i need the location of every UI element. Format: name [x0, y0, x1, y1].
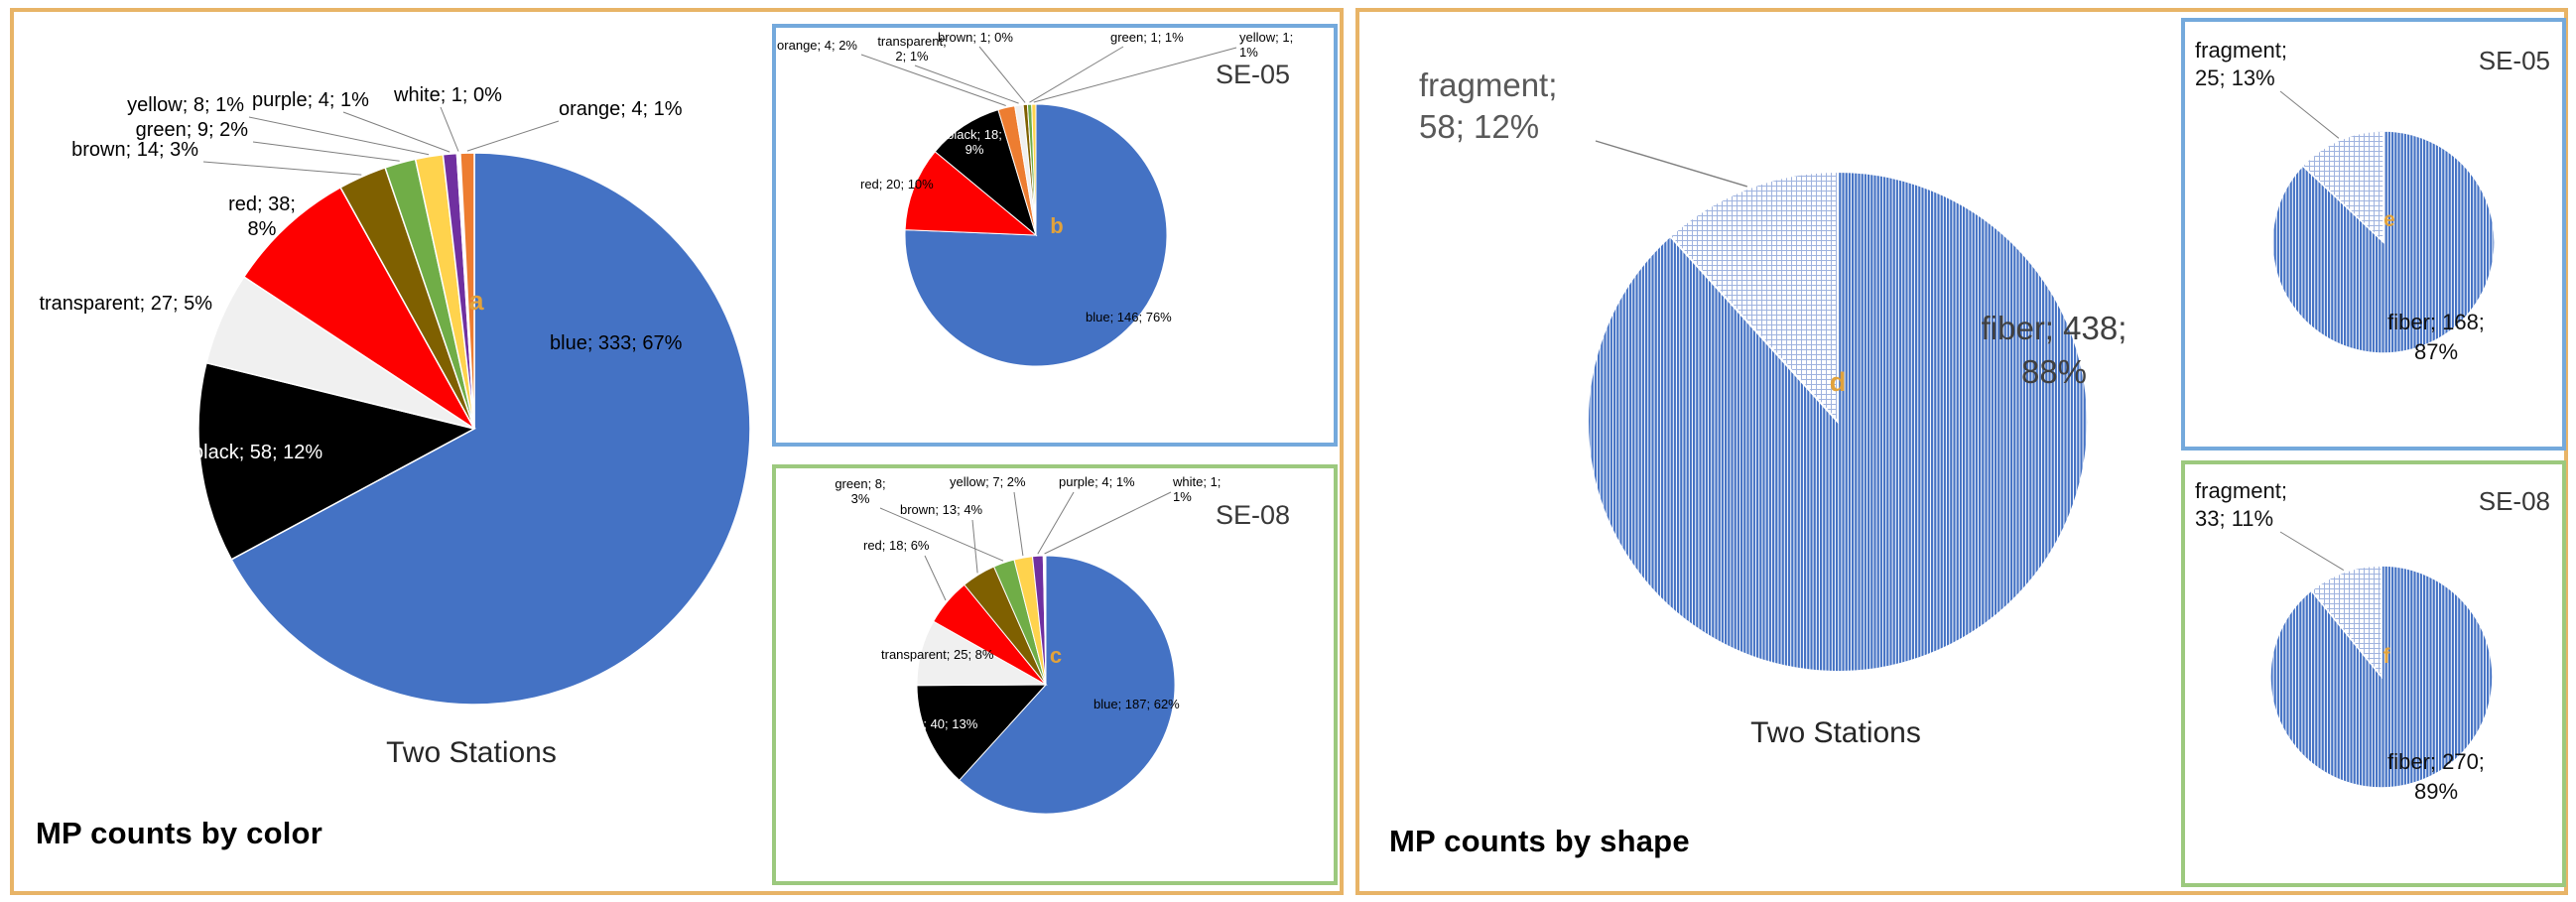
- slice-label-blue: blue; 187; 62%: [1094, 697, 1180, 711]
- slice-label-yellow: yellow; 7; 2%: [950, 474, 1026, 489]
- subfigure-marker-f: f: [2383, 645, 2391, 668]
- pie-slice-black: [934, 108, 1037, 237]
- pie-chart-shape-se08: fragment; 33; 11% fiber; 270; 89% f SE-08: [2195, 478, 2550, 804]
- panel-mp-counts-by-color: yellow; 8; 1% green; 9; 2% brown; 14; 3% pu…: [10, 8, 1344, 895]
- slice-label-fragment: fragment; 58; 12%: [1419, 66, 1557, 145]
- leader-line-orange: [860, 54, 1006, 106]
- slice-label-fragment: fragment; 33; 11%: [2195, 478, 2287, 531]
- station-label: SE-08: [1216, 500, 1290, 530]
- pie-slice-red: [904, 151, 1038, 236]
- leader-line-brown: [978, 46, 1026, 103]
- station-label: SE-05: [1216, 60, 1290, 89]
- pie-chart-shape-two-stations: fragment; 58; 12% fiber; 438; 88% d Two Stati…: [1419, 66, 2127, 749]
- slice-label-transparent: transparent; 25; 8%: [881, 647, 994, 662]
- pie-slice-blue: [230, 152, 751, 706]
- subfigure-marker-d: d: [1830, 367, 1847, 397]
- panel-mp-counts-by-shape: fragment; 58; 12% fiber; 438; 88% d Two Stati…: [1355, 8, 2568, 895]
- pie-slice-fragment: [1668, 170, 1839, 425]
- slice-label-black: black; 40; 13%: [893, 716, 978, 731]
- leader-line-red: [924, 555, 947, 601]
- subfigure-marker-b: b: [1050, 213, 1063, 238]
- inset-se05-color: orange; 4; 2% transparent; 2; 1% brown; 1; …: [772, 24, 1338, 447]
- slice-label-yellow: yellow; 8; 1%: [127, 94, 244, 116]
- chart-title: Two Stations: [1750, 716, 1921, 749]
- pie-chart-color-se05: orange; 4; 2% transparent; 2; 1%brown; 1; …: [777, 30, 1293, 367]
- subfigure-marker-a: a: [468, 286, 484, 316]
- leader-line-yellow: [1013, 491, 1024, 557]
- pie-slice-fragment: [2310, 565, 2383, 680]
- slice-label-orange: orange; 4; 1%: [559, 98, 683, 120]
- inset-se05-shape: fragment; 25; 13% fiber; 168; 87% e SE-05: [2181, 18, 2566, 451]
- leader-line-brown: [202, 161, 362, 176]
- slice-label-fiber: fiber; 438; 88%: [1982, 310, 2127, 390]
- slice-label-transparent: transparent; 2; 1%: [877, 34, 946, 64]
- station-label: SE-08: [2479, 486, 2550, 516]
- pie-slice-fragment: [2301, 130, 2384, 244]
- pie-slice-orange: [459, 152, 475, 430]
- inset-se08-shape: fragment; 33; 11% fiber; 270; 89% f SE-08: [2181, 460, 2566, 887]
- pie-slice-black: [916, 684, 1048, 782]
- subfigure-marker-c: c: [1050, 643, 1062, 668]
- pie-chart-color-se08: green; 8; 3% yellow; 7; 2% purple; 4; 1% whi…: [835, 474, 1290, 815]
- slice-label-purple: purple; 4; 1%: [1059, 474, 1135, 489]
- leader-line-brown: [971, 519, 978, 574]
- leader-line-white: [1044, 491, 1172, 555]
- leader-line-orange: [466, 120, 560, 152]
- leader-line-green: [879, 507, 1004, 562]
- slice-label-white: white; 1; 0%: [393, 84, 502, 106]
- slice-label-red: red; 38; 8%: [228, 193, 296, 240]
- slice-label-purple: purple; 4; 1%: [252, 89, 369, 111]
- pie-slice-red: [242, 186, 475, 430]
- leader-line-purple: [1037, 491, 1075, 555]
- slice-label-green: green; 1; 1%: [1110, 30, 1184, 45]
- leader-line-fragment: [1595, 140, 1748, 188]
- leader-line-green: [252, 141, 400, 162]
- slice-label-brown: brown; 14; 3%: [71, 139, 198, 161]
- subfigure-marker-e: e: [2383, 208, 2395, 231]
- pie-slice-white: [1042, 555, 1047, 686]
- slice-label-brown: brown; 13; 4%: [900, 502, 983, 517]
- panel-caption-color: MP counts by color: [36, 816, 322, 850]
- slice-label-yellow: yellow; 1; 1%: [1239, 30, 1293, 60]
- leader-line-purple: [342, 111, 451, 153]
- leader-line-green: [1029, 46, 1124, 103]
- pie-chart-shape-se05: fragment; 25; 13% fiber; 168; 87% e SE-05: [2195, 38, 2550, 364]
- chart-title: Two Stations: [386, 736, 557, 769]
- slice-label-black: black; 18; 9%: [947, 127, 1002, 157]
- slice-label-brown: brown; 1; 0%: [938, 30, 1013, 45]
- slice-label-transparent: transparent; 27; 5%: [39, 293, 212, 315]
- leader-line-yellow: [248, 116, 430, 156]
- inset-se08-color: green; 8; 3% yellow; 7; 2% purple; 4; 1% whi…: [772, 464, 1338, 885]
- pie-chart-color-two-stations: yellow; 8; 1% green; 9; 2%brown; 14; 3% pu…: [39, 84, 751, 769]
- leader-line-fragment: [2279, 531, 2345, 572]
- slice-label-blue: blue; 146; 76%: [1086, 310, 1172, 324]
- leader-line-yellow: [1033, 47, 1237, 103]
- slice-label-orange: orange; 4; 2%: [777, 38, 857, 53]
- slice-label-fragment: fragment; 25; 13%: [2195, 38, 2287, 90]
- slice-label-red: red; 20; 10%: [860, 177, 934, 192]
- slice-label-green: green; 9; 2%: [136, 119, 249, 141]
- leader-line-white: [440, 106, 459, 152]
- panel-caption-shape: MP counts by shape: [1389, 824, 1690, 858]
- slice-label-green: green; 8; 3%: [835, 476, 885, 506]
- leader-line-fragment: [2279, 90, 2340, 139]
- slice-label-red: red; 18; 6%: [863, 538, 930, 553]
- slice-label-fiber: fiber; 168; 87%: [2387, 310, 2485, 364]
- slice-label-fiber: fiber; 270; 89%: [2387, 749, 2485, 804]
- station-label: SE-05: [2479, 46, 2550, 75]
- leader-line-transparent: [914, 64, 1019, 104]
- slice-label-black: black; 58; 12%: [193, 442, 322, 463]
- slice-label-white: white; 1; 1%: [1172, 474, 1221, 504]
- slice-label-blue: blue; 333; 67%: [550, 332, 683, 354]
- pie-slice-blue: [958, 555, 1176, 815]
- pie-slice-yellow: [1031, 103, 1037, 236]
